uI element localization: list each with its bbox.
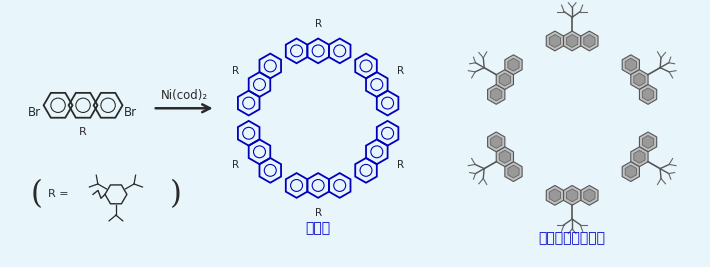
Polygon shape xyxy=(622,162,640,182)
Polygon shape xyxy=(496,70,513,89)
Polygon shape xyxy=(567,34,578,48)
Polygon shape xyxy=(491,88,502,101)
Polygon shape xyxy=(508,165,519,178)
Polygon shape xyxy=(496,147,513,167)
Polygon shape xyxy=(546,186,564,205)
Polygon shape xyxy=(643,88,654,101)
Polygon shape xyxy=(584,189,595,202)
Text: Br: Br xyxy=(28,106,40,119)
Text: R: R xyxy=(80,127,87,137)
Polygon shape xyxy=(505,162,522,182)
Text: R: R xyxy=(315,208,322,218)
Polygon shape xyxy=(488,132,505,152)
Polygon shape xyxy=(622,55,640,74)
Polygon shape xyxy=(640,85,657,104)
Polygon shape xyxy=(640,132,657,152)
Text: R: R xyxy=(315,19,322,29)
Polygon shape xyxy=(505,55,522,74)
Polygon shape xyxy=(546,31,564,51)
Text: 環分子の結晶構造: 環分子の結晶構造 xyxy=(539,231,606,245)
Polygon shape xyxy=(584,34,595,48)
Polygon shape xyxy=(564,31,581,51)
Polygon shape xyxy=(630,147,648,167)
Polygon shape xyxy=(581,31,598,51)
Polygon shape xyxy=(643,135,654,148)
Polygon shape xyxy=(550,34,560,48)
Polygon shape xyxy=(581,186,598,205)
Polygon shape xyxy=(499,150,510,163)
Polygon shape xyxy=(491,135,502,148)
Text: 環分子: 環分子 xyxy=(305,221,331,235)
Text: Ni(cod)₂: Ni(cod)₂ xyxy=(160,89,208,102)
Text: R: R xyxy=(397,160,404,170)
Polygon shape xyxy=(564,186,581,205)
Polygon shape xyxy=(550,189,560,202)
Polygon shape xyxy=(499,73,510,86)
Polygon shape xyxy=(567,189,578,202)
Polygon shape xyxy=(626,165,636,178)
Polygon shape xyxy=(508,58,519,71)
Text: R: R xyxy=(397,66,404,76)
Polygon shape xyxy=(634,150,645,163)
Polygon shape xyxy=(488,85,505,104)
Text: (: ( xyxy=(31,179,42,210)
Polygon shape xyxy=(634,73,645,86)
Text: R =: R = xyxy=(48,189,68,199)
Text: R: R xyxy=(232,66,239,76)
Polygon shape xyxy=(626,58,636,71)
Polygon shape xyxy=(630,70,648,89)
Text: ): ) xyxy=(170,179,182,210)
Text: R: R xyxy=(232,160,239,170)
Text: Br: Br xyxy=(124,106,137,119)
